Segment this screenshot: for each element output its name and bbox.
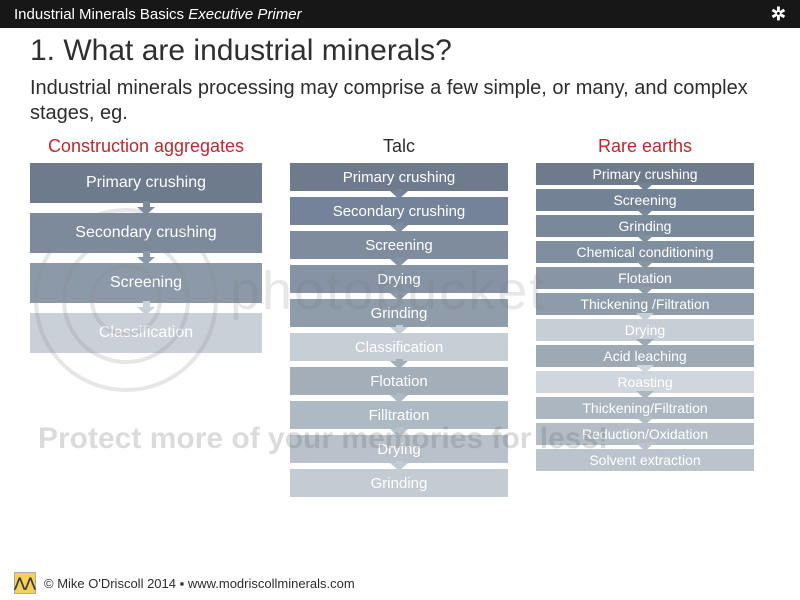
process-step: Acid leaching	[536, 345, 754, 367]
process-step: Classification	[290, 333, 508, 361]
process-step: Grinding	[536, 215, 754, 237]
process-step: Roasting	[536, 371, 754, 393]
slide-content: 1. What are industrial minerals? Industr…	[0, 28, 800, 497]
header-title-main: Industrial Minerals Basics	[14, 6, 188, 23]
process-column: Construction aggregates Primary crushing S…	[30, 136, 262, 353]
process-step: Screening	[290, 231, 508, 259]
process-step: Grinding	[290, 469, 508, 497]
footer-copyright: © Mike O'Driscoll 2014 ▪ www.modriscollm…	[44, 576, 355, 591]
process-column: Rare earths Primary crushing Screening Grin…	[536, 136, 754, 471]
process-step: Grinding	[290, 299, 508, 327]
process-step: Thickening/Filtration	[536, 397, 754, 419]
footer-logo-icon: ⋀⋀	[14, 572, 36, 594]
process-step: Drying	[536, 319, 754, 341]
process-column: Talc Primary crushing Secondary crushing Sc…	[290, 136, 508, 497]
column-title: Rare earths	[598, 136, 692, 157]
process-step: Thickening /Filtration	[536, 293, 754, 315]
process-step: Solvent extraction	[536, 449, 754, 471]
footer: ⋀⋀ © Mike O'Driscoll 2014 ▪ www.modrisco…	[14, 572, 355, 594]
process-step: Drying	[290, 435, 508, 463]
header-title: Industrial Minerals Basics Executive Pri…	[14, 6, 302, 23]
process-step: Screening	[536, 189, 754, 211]
process-step: Secondary crushing	[30, 213, 262, 253]
process-step: Reduction/Oxidation	[536, 423, 754, 445]
header-bar: Industrial Minerals Basics Executive Pri…	[0, 0, 800, 28]
process-step: Chemical conditioning	[536, 241, 754, 263]
column-title: Talc	[383, 136, 415, 157]
process-step: Secondary crushing	[290, 197, 508, 225]
process-step: Filltration	[290, 401, 508, 429]
puzzle-icon: ✲	[771, 4, 786, 25]
section-title: 1. What are industrial minerals?	[30, 34, 770, 68]
process-step: Drying	[290, 265, 508, 293]
process-step: Flotation	[290, 367, 508, 395]
section-subtitle: Industrial minerals processing may compr…	[30, 76, 770, 126]
process-step: Flotation	[536, 267, 754, 289]
process-step: Primary crushing	[30, 163, 262, 203]
column-title: Construction aggregates	[48, 136, 244, 157]
process-step: Primary crushing	[536, 163, 754, 185]
header-title-italic: Executive Primer	[188, 6, 301, 23]
process-step: Classification	[30, 313, 262, 353]
process-step: Screening	[30, 263, 262, 303]
process-step: Primary crushing	[290, 163, 508, 191]
process-columns: Construction aggregates Primary crushing S…	[30, 136, 770, 497]
